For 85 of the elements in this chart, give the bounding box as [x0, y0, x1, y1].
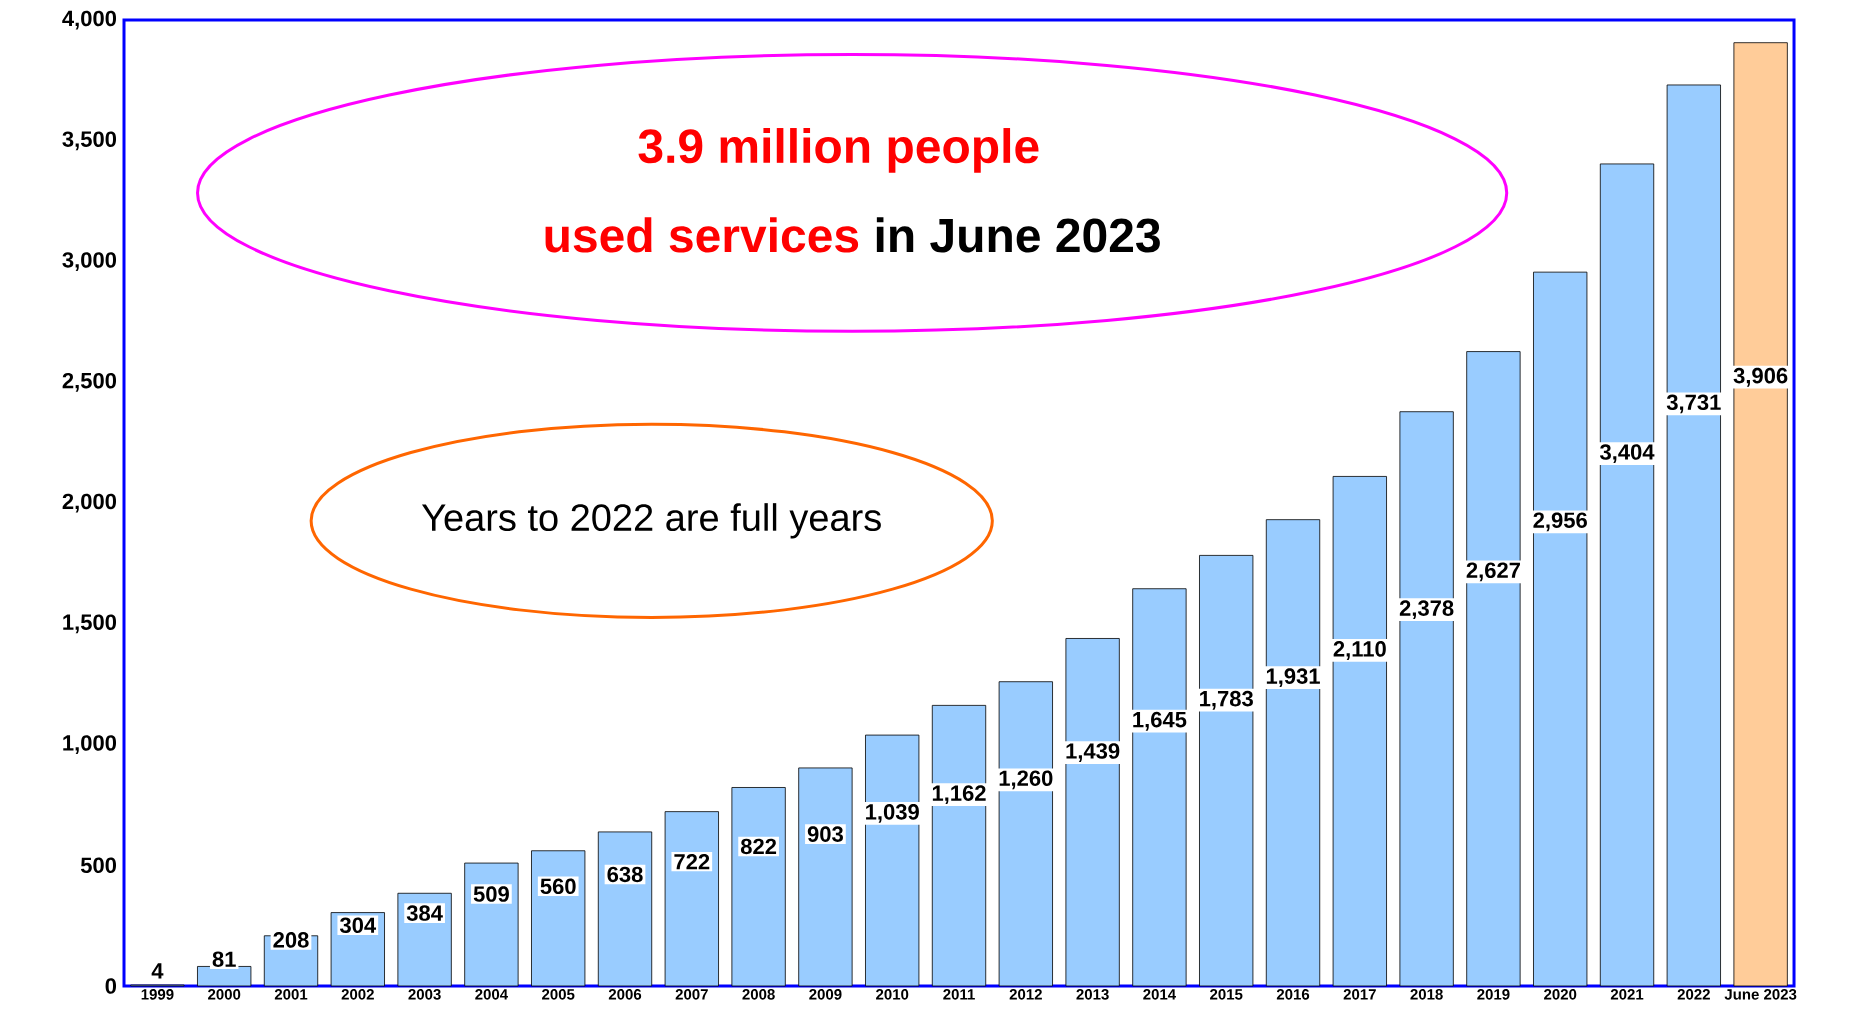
y-tick-label: 4,000	[62, 10, 117, 30]
bar	[464, 862, 519, 987]
x-tick-label: 2006	[608, 989, 642, 1000]
bar	[931, 704, 987, 987]
data-label: 81	[212, 951, 236, 967]
data-label: 2,378	[1399, 600, 1454, 620]
data-label: 560	[540, 878, 576, 895]
bar	[1132, 588, 1187, 987]
data-label: 1,783	[1200, 690, 1253, 710]
x-tick-label: 2020	[1544, 989, 1577, 1000]
x-tick-label: 2017	[1343, 989, 1376, 1000]
bar	[597, 831, 653, 987]
data-label: 3,731	[1666, 394, 1721, 414]
bar	[1599, 163, 1655, 987]
data-label: 384	[406, 905, 443, 921]
x-tick-label: 2005	[542, 989, 575, 1000]
data-label: 1,260	[999, 770, 1053, 790]
data-label: 903	[807, 826, 843, 842]
data-label: 4	[151, 963, 164, 979]
bar	[798, 767, 853, 987]
y-tick-label: 2,500	[62, 372, 117, 392]
x-tick-label: 2016	[1276, 989, 1310, 1000]
bar	[197, 966, 252, 987]
bar	[1533, 271, 1588, 987]
data-label: 2,110	[1333, 641, 1386, 660]
x-tick-label: 2007	[675, 989, 708, 1000]
x-tick-label: 1999	[141, 989, 174, 1000]
data-label: 2,956	[1533, 512, 1587, 532]
data-label: 722	[674, 854, 710, 870]
x-tick-label: 2003	[408, 989, 441, 1000]
data-label: 1,645	[1133, 711, 1187, 731]
bar	[731, 787, 786, 987]
bar	[397, 892, 452, 987]
annotation: used services	[545, 217, 859, 253]
y-tick-label: 3,500	[62, 131, 117, 151]
data-label: 822	[740, 838, 777, 855]
x-tick-label: 2002	[341, 989, 374, 1000]
x-tick-label: 2022	[1677, 989, 1710, 1000]
x-tick-label: 2004	[475, 989, 508, 1000]
x-tick-label: 2010	[876, 989, 909, 1000]
y-tick-label: 500	[80, 857, 117, 874]
data-label: 638	[607, 866, 643, 883]
x-tick-label: 2013	[1076, 989, 1109, 1000]
x-tick-label: June 2023	[1724, 989, 1797, 1000]
x-tick-label: 2021	[1610, 989, 1644, 1000]
x-tick-label: 2009	[809, 989, 842, 1000]
annotation: in June 2023	[876, 217, 1160, 253]
data-label: 3,404	[1599, 444, 1655, 463]
data-label: 304	[339, 917, 377, 934]
x-tick-label: 2000	[208, 989, 241, 1000]
x-tick-label: 2014	[1143, 989, 1176, 1000]
data-label: 1,931	[1266, 668, 1320, 688]
bar	[865, 734, 920, 987]
y-tick-label: 1,000	[63, 735, 117, 754]
y-tick-label: 1,500	[63, 614, 117, 634]
bar	[1733, 42, 1788, 987]
bar	[998, 681, 1053, 987]
x-tick-label: 2015	[1210, 989, 1243, 1000]
bar	[1466, 351, 1521, 987]
data-label: 208	[273, 932, 309, 948]
bar	[1265, 519, 1321, 987]
x-tick-label: 2011	[943, 989, 975, 1000]
data-label: 1,039	[866, 804, 919, 823]
bar	[1065, 638, 1120, 987]
y-tick-label: 0	[105, 978, 117, 994]
data-label: 1,439	[1066, 743, 1120, 762]
y-tick-label: 3,000	[62, 252, 117, 271]
bar	[1332, 476, 1387, 987]
x-tick-label: 2001	[274, 989, 308, 1000]
annotation: Years to 2022 are full years	[421, 503, 881, 539]
bar	[1666, 84, 1721, 987]
bar	[531, 850, 586, 987]
data-label: 1,162	[932, 785, 986, 805]
data-label: 509	[473, 886, 509, 902]
annotation: 3.9 million people	[638, 128, 1039, 173]
bar	[1199, 555, 1254, 987]
x-tick-label: 2012	[1009, 989, 1042, 1000]
bar	[664, 811, 719, 987]
x-tick-label: 2019	[1477, 989, 1510, 1000]
data-label: 2,627	[1466, 562, 1520, 582]
y-tick-label: 2,000	[62, 493, 117, 513]
bar	[1399, 411, 1454, 987]
x-tick-label: 2008	[742, 989, 775, 1000]
x-tick-label: 2018	[1410, 989, 1443, 1000]
data-label: 3,906	[1733, 367, 1788, 387]
